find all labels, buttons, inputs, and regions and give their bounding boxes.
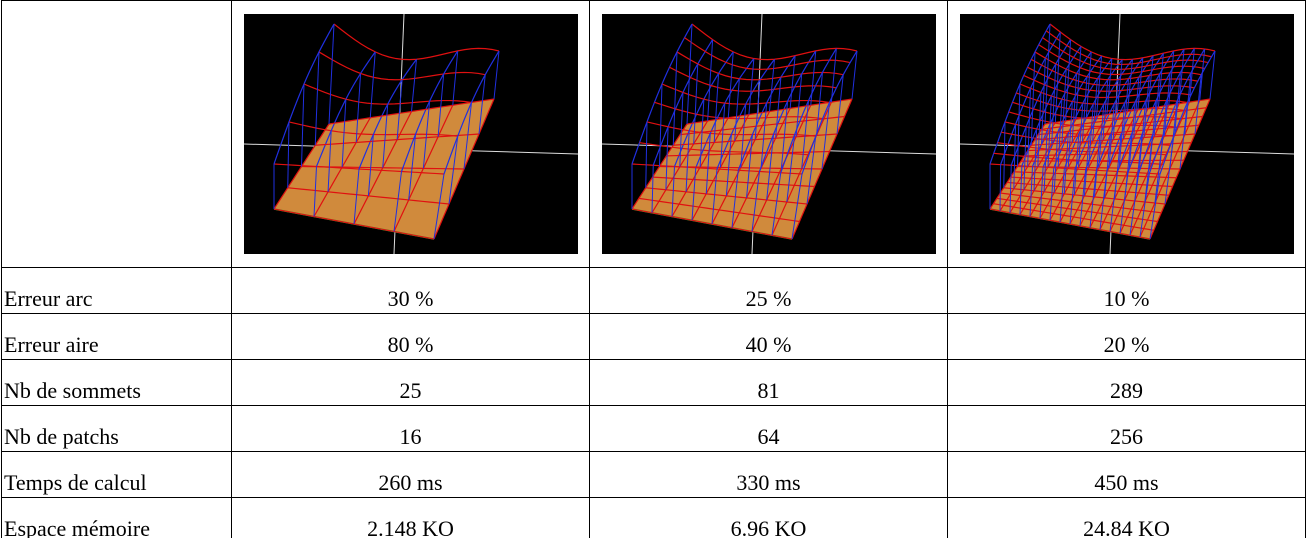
table-body: Erreur arc30 %25 %10 %Erreur aire80 %40 … [2,1,1306,538]
mesh-drop [1000,165,1001,211]
cell-value: 25 [232,360,590,406]
cell-value: 64 [590,406,948,452]
cell-value: 25 % [590,268,948,314]
cell-value: 40 % [590,314,948,360]
empty-cell [2,1,232,268]
cell-value: 450 ms [948,452,1306,498]
row-label: Erreur arc [2,268,232,314]
cell-value: 81 [590,360,948,406]
cell-value: 289 [948,360,1306,406]
row-label: Nb de sommets [2,360,232,406]
surface-render [602,14,936,254]
cell-value: 330 ms [590,452,948,498]
table-row: Temps de calcul260 ms330 ms450 ms [2,452,1306,498]
row-label: Erreur aire [2,314,232,360]
cell-value: 30 % [232,268,590,314]
cell-value: 80 % [232,314,590,360]
cell-value: 2.148 KO [232,498,590,538]
row-label: Temps de calcul [2,452,232,498]
cell-value: 260 ms [232,452,590,498]
cell-value: 6.96 KO [590,498,948,538]
image-cell [232,1,590,268]
results-table: Erreur arc30 %25 %10 %Erreur aire80 %40 … [1,0,1306,538]
cell-value: 24.84 KO [948,498,1306,538]
image-cell [948,1,1306,268]
cell-value: 10 % [948,268,1306,314]
image-cell [590,1,948,268]
cell-value: 16 [232,406,590,452]
table-row: Nb de patchs1664256 [2,406,1306,452]
surface-render [244,14,578,254]
image-row [2,1,1306,268]
surface-render [960,14,1294,254]
cell-value: 256 [948,406,1306,452]
row-label: Espace mémoire [2,498,232,538]
cell-value: 20 % [948,314,1306,360]
row-label: Nb de patchs [2,406,232,452]
